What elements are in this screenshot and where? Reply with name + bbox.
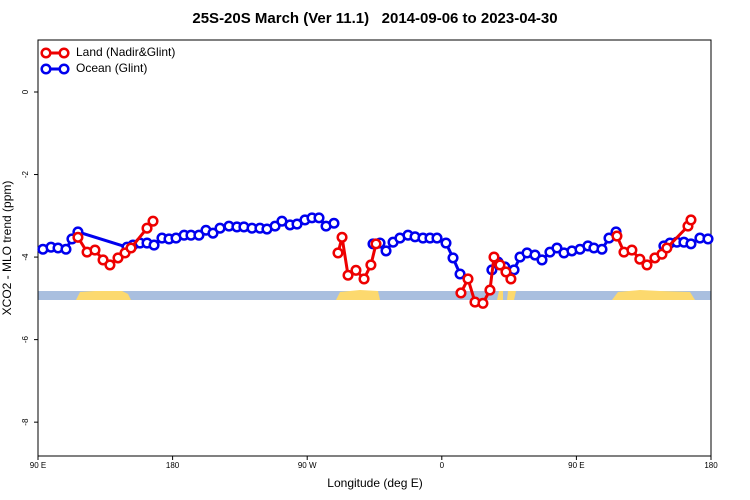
legend: Land (Nadir&Glint) Ocean (Glint) [40,45,175,75]
data-point [147,215,159,227]
data-point [112,252,124,264]
data-point [685,214,697,226]
data-point [207,227,219,239]
legend-marker [58,63,70,75]
data-point [702,233,714,245]
y-tick-label: -6 [21,336,30,344]
data-point [685,238,697,250]
y-tick-label: -2 [21,170,30,178]
data-point [477,297,489,309]
y-axis-label: XCO2 - MLO trend (ppm) [0,181,14,316]
data-point [148,239,160,251]
data-point [440,237,452,249]
data-point [626,244,638,256]
data-point [336,231,348,243]
data-point [641,259,653,271]
data-point [455,287,467,299]
data-point [505,273,517,285]
data-point [313,212,325,224]
data-point [596,243,608,255]
data-point [104,259,116,271]
x-tick-label: 0 [440,461,445,470]
data-point [193,229,205,241]
land-area [76,291,131,300]
data-point [370,238,382,250]
data-point [454,268,466,280]
data-point [125,242,137,254]
legend-label: Ocean (Glint) [76,61,147,75]
data-point [141,222,153,234]
data-point [60,243,72,255]
data-point [611,230,623,242]
data-point [500,266,512,278]
land-area [336,290,380,300]
data-point [380,245,392,257]
data-point [462,273,474,285]
data-point [328,217,340,229]
data-point [214,222,226,234]
x-tick-label: 90 W [298,461,317,470]
data-point [484,284,496,296]
data-point [529,249,541,261]
data-point [488,251,500,263]
x-tick-label: 180 [704,461,718,470]
land-mask [38,290,711,300]
x-axis-label: Longitude (deg E) [327,476,422,490]
data-point [89,244,101,256]
data-point [431,232,443,244]
data-point [661,242,673,254]
chart-title: 25S-20S March (Ver 11.1) 2014-09-06 to 2… [192,10,557,27]
legend-marker [40,63,52,75]
data-point [447,252,459,264]
y-tick-label: 0 [21,89,30,94]
data-point [551,242,563,254]
land-area [507,291,516,300]
legend-marker [58,47,70,59]
y-tick-label: -4 [21,253,30,261]
legend-label: Land (Nadir&Glint) [76,45,175,59]
data-point [350,264,362,276]
data-point [536,254,548,266]
data-point [342,269,354,281]
land-area [612,290,695,300]
data-point [72,231,84,243]
data-point [365,259,377,271]
land-area [497,291,503,300]
x-tick-label: 90 E [568,461,584,470]
x-tick-label: 90 E [30,461,46,470]
data-point [358,273,370,285]
legend-marker [40,47,52,59]
data-point [332,247,344,259]
y-tick-label: -8 [21,418,30,426]
x-tick-label: 180 [166,461,180,470]
data-point [494,259,506,271]
data-point [634,253,646,265]
